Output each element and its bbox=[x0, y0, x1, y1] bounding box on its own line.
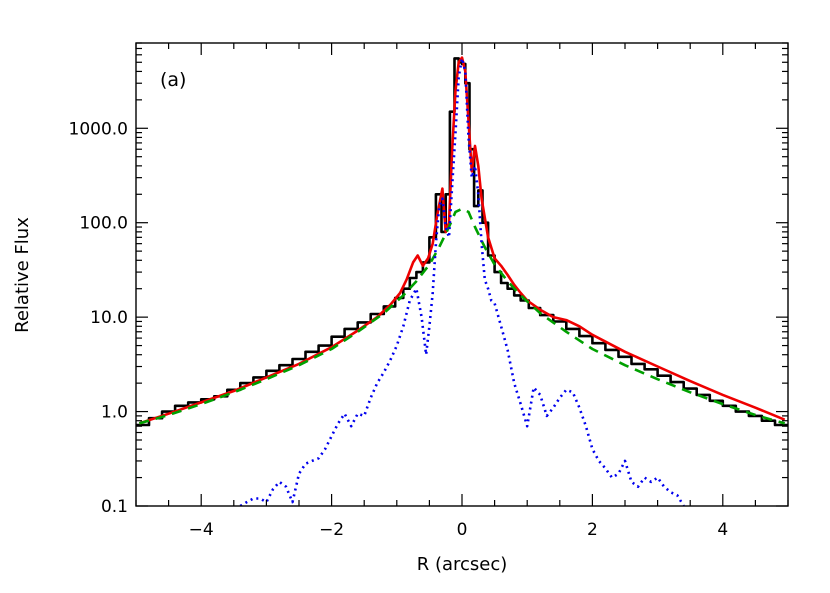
y-tick-label: 1.0 bbox=[101, 403, 128, 423]
series-layer bbox=[136, 56, 788, 506]
x-tick-label: 0 bbox=[457, 520, 468, 540]
x-tick-label: −4 bbox=[189, 520, 214, 540]
y-tick-label: 0.1 bbox=[101, 497, 128, 517]
y-axis-title: Relative Flux bbox=[12, 217, 33, 333]
y-tick-label: 10.0 bbox=[90, 308, 128, 328]
tick-layer: −4 −2 0 2 4 0.1 1.0 10.0 100.0 1000.0 bbox=[69, 42, 789, 540]
x-tick-label: 2 bbox=[587, 520, 598, 540]
y-tick-label: 100.0 bbox=[79, 214, 128, 234]
x-tick-label: 4 bbox=[717, 520, 728, 540]
y-tick-label: 1000.0 bbox=[69, 119, 128, 139]
x-tick-label: −2 bbox=[319, 520, 344, 540]
series-line-3 bbox=[138, 207, 786, 425]
x-axis-title: R (arcsec) bbox=[417, 554, 508, 575]
panel-label: (a) bbox=[160, 69, 186, 91]
